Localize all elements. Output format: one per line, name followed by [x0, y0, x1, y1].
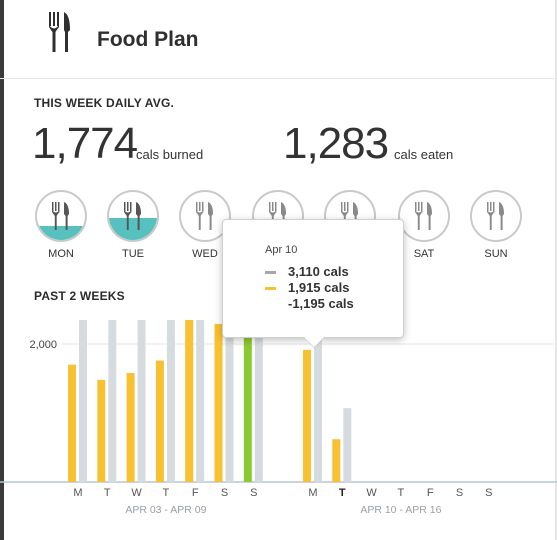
day-label: SAT [413, 248, 435, 260]
calories-eaten-value: 1,283 [283, 119, 389, 168]
day-label: TUE [122, 248, 144, 260]
eaten-bar [97, 379, 106, 482]
burned-bar [343, 408, 352, 482]
day-label: WED [192, 248, 218, 260]
weekly-avg-label: THIS WEEK DAILY AVG. [34, 96, 175, 110]
eaten-bar [303, 349, 311, 482]
eaten-bar [243, 320, 252, 482]
burned-swatch [265, 271, 276, 275]
tooltip-date: Apr 10 [265, 244, 298, 256]
x-day-label: F [192, 487, 199, 499]
tooltip-burned: 3,110 cals [288, 264, 349, 279]
eaten-bar [332, 439, 341, 482]
day-mon[interactable]: MON [35, 190, 87, 260]
burned-bar [137, 320, 146, 482]
day-tooltip: Apr 10 3,110 cals 1,915 cals -1,195 cals [222, 219, 404, 348]
x-day-label: T [398, 487, 405, 499]
calories-burned-unit: cals burned [136, 147, 204, 162]
window-edge [0, 0, 4, 540]
page-header: Food Plan [0, 0, 555, 79]
eaten-bar [68, 364, 76, 482]
tooltip-burned-row: 3,110 cals [265, 264, 349, 279]
burned-bar [196, 320, 205, 482]
tooltip-difference: -1,195 cals [288, 296, 354, 311]
x-day-label: S [485, 487, 492, 499]
burned-bar [108, 320, 117, 482]
day-progress-circle [107, 190, 159, 242]
x-day-label: T [163, 487, 170, 499]
burned-bar [314, 320, 322, 482]
fork-knife-icon [415, 202, 432, 230]
day-label: MON [48, 248, 74, 260]
x-day-label: S [250, 487, 257, 499]
day-label: SUN [484, 248, 508, 260]
y-tick-label: 2,000 [29, 339, 57, 351]
x-day-label: W [366, 487, 377, 499]
x-day-label: S [456, 487, 463, 499]
day-progress-circle [470, 190, 522, 242]
fork-knife-icon [487, 202, 504, 230]
x-day-label: T [339, 487, 346, 499]
fork-knife-icon [124, 202, 141, 230]
day-tue[interactable]: TUE [107, 190, 159, 260]
past-weeks-label: PAST 2 WEEKS [34, 289, 125, 303]
burned-bar [225, 320, 234, 482]
burned-bar [79, 320, 87, 482]
x-day-label: F [427, 487, 434, 499]
x-day-label: T [104, 487, 111, 499]
x-day-label: M [308, 487, 317, 499]
calories-eaten-unit: cals eaten [394, 147, 454, 162]
week-range-label: APR 10 - APR 16 [360, 504, 441, 516]
eaten-bar [126, 372, 135, 482]
eaten-bar [214, 323, 223, 482]
eaten-bar [155, 360, 164, 482]
x-day-label: M [73, 487, 82, 499]
fork-knife-icon [196, 202, 213, 230]
eaten-bar [185, 320, 194, 482]
day-sat[interactable]: SAT [398, 190, 450, 260]
calories-burned-value: 1,774 [32, 119, 138, 168]
day-progress-fill [37, 225, 85, 240]
day-progress-circle [35, 190, 87, 242]
burned-bar [254, 320, 263, 482]
scroll-edge [555, 0, 557, 540]
tooltip-eaten: 1,915 cals [288, 280, 350, 295]
day-sun[interactable]: SUN [470, 190, 522, 260]
x-day-label: S [221, 487, 228, 499]
week-range-label: APR 03 - APR 09 [125, 504, 206, 516]
fork-knife-icon [49, 12, 70, 52]
x-day-label: W [131, 487, 142, 499]
eaten-swatch [265, 287, 276, 291]
day-progress-fill [109, 218, 157, 240]
burned-bar [166, 320, 175, 482]
tooltip-eaten-row: 1,915 cals [265, 280, 349, 295]
page-title: Food Plan [97, 28, 199, 51]
fork-knife-icon [52, 202, 69, 230]
day-progress-circle [398, 190, 450, 242]
